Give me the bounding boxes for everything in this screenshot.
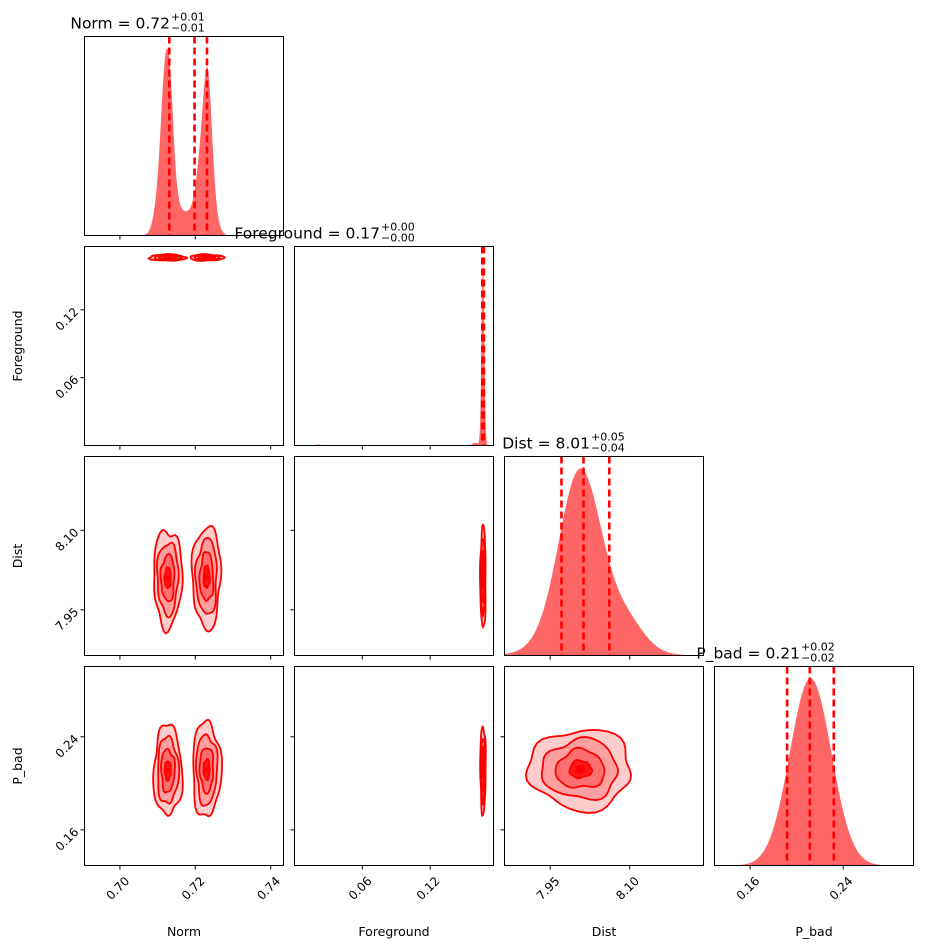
- contour-peak: [204, 255, 210, 261]
- panel-frame: [714, 666, 914, 866]
- title-err-minus: −0.02: [801, 652, 835, 665]
- title-dist: Dist = 8.01: [502, 435, 590, 453]
- contour-p_bad-vs-foreground: [479, 725, 487, 817]
- contour-peak: [164, 255, 170, 261]
- x-tick-label: 0.24: [827, 874, 856, 903]
- x-tick-label: 0.72: [179, 874, 208, 903]
- contour-peak: [204, 574, 210, 580]
- x-tick-label: 0.12: [414, 874, 443, 903]
- x-axis-label-p_bad: P_bad: [795, 924, 832, 939]
- title-foreground: Foreground = 0.17: [234, 225, 380, 243]
- hist-area: [294, 258, 494, 446]
- panel-frame: [84, 36, 284, 236]
- y-axis-label-dist: Dist: [10, 544, 25, 569]
- contour-peak: [204, 766, 210, 772]
- panel-frame: [294, 456, 494, 656]
- contour-p_bad-vs-norm: [152, 723, 184, 817]
- panel-frame: [294, 666, 494, 866]
- panel-frame: [84, 456, 284, 656]
- contour-foreground-vs-norm: [147, 253, 189, 262]
- title-norm: Norm = 0.72: [70, 15, 170, 33]
- y-tick-label: 0.24: [53, 732, 82, 761]
- hist-dist: [504, 456, 704, 656]
- panel-frame: [84, 246, 284, 446]
- panel-frame: [504, 456, 704, 656]
- y-tick-label: 7.95: [53, 605, 82, 634]
- title-err-minus: −0.01: [171, 22, 205, 35]
- panel-frame: [504, 666, 704, 866]
- hist-foreground: [294, 246, 494, 446]
- hist-area: [714, 678, 914, 866]
- contour-peak: [480, 766, 486, 772]
- x-tick-label: 0.06: [346, 874, 375, 903]
- y-tick-label: 0.06: [53, 373, 82, 402]
- title-err-minus: −0.00: [381, 232, 415, 245]
- x-tick-label: 0.70: [103, 874, 132, 903]
- title-err-plus: +0.01: [171, 11, 205, 24]
- title-err-plus: +0.00: [381, 221, 415, 234]
- title-err-minus: −0.04: [591, 442, 625, 455]
- x-axis-label-dist: Dist: [592, 924, 617, 939]
- x-tick-label: 7.95: [534, 874, 563, 903]
- x-axis-label-foreground: Foreground: [358, 924, 429, 939]
- contour-foreground-vs-norm: [189, 253, 226, 262]
- hist-p_bad: [714, 666, 914, 866]
- hist-area: [504, 468, 704, 656]
- y-tick-label: 0.16: [53, 825, 82, 854]
- y-axis-label-p_bad: P_bad: [10, 747, 25, 784]
- title-err-plus: +0.05: [591, 431, 625, 444]
- x-tick-label: 0.16: [734, 874, 763, 903]
- contour-peak: [575, 764, 586, 775]
- y-axis-label-foreground: Foreground: [10, 310, 25, 381]
- contour-dist-vs-norm: [190, 524, 223, 633]
- x-tick-label: 0.74: [254, 874, 283, 903]
- x-tick-label: 8.10: [613, 874, 642, 903]
- panel-frame: [294, 246, 494, 446]
- contour-peak: [480, 574, 486, 580]
- contour-p_bad-vs-dist: [524, 728, 633, 814]
- x-axis-label-norm: Norm: [167, 924, 201, 939]
- title-err-plus: +0.02: [801, 641, 835, 654]
- contour-peak: [165, 575, 171, 581]
- contour-dist-vs-foreground: [479, 523, 487, 629]
- y-tick-label: 0.12: [53, 305, 82, 334]
- contour-dist-vs-norm: [153, 529, 184, 635]
- contour-peak: [165, 768, 171, 774]
- hist-norm: [84, 36, 284, 236]
- hist-area: [84, 48, 284, 236]
- title-p_bad: P_bad = 0.21: [696, 645, 800, 664]
- panel-frame: [84, 666, 284, 866]
- contour-p_bad-vs-norm: [192, 718, 223, 818]
- y-tick-label: 8.10: [53, 525, 82, 554]
